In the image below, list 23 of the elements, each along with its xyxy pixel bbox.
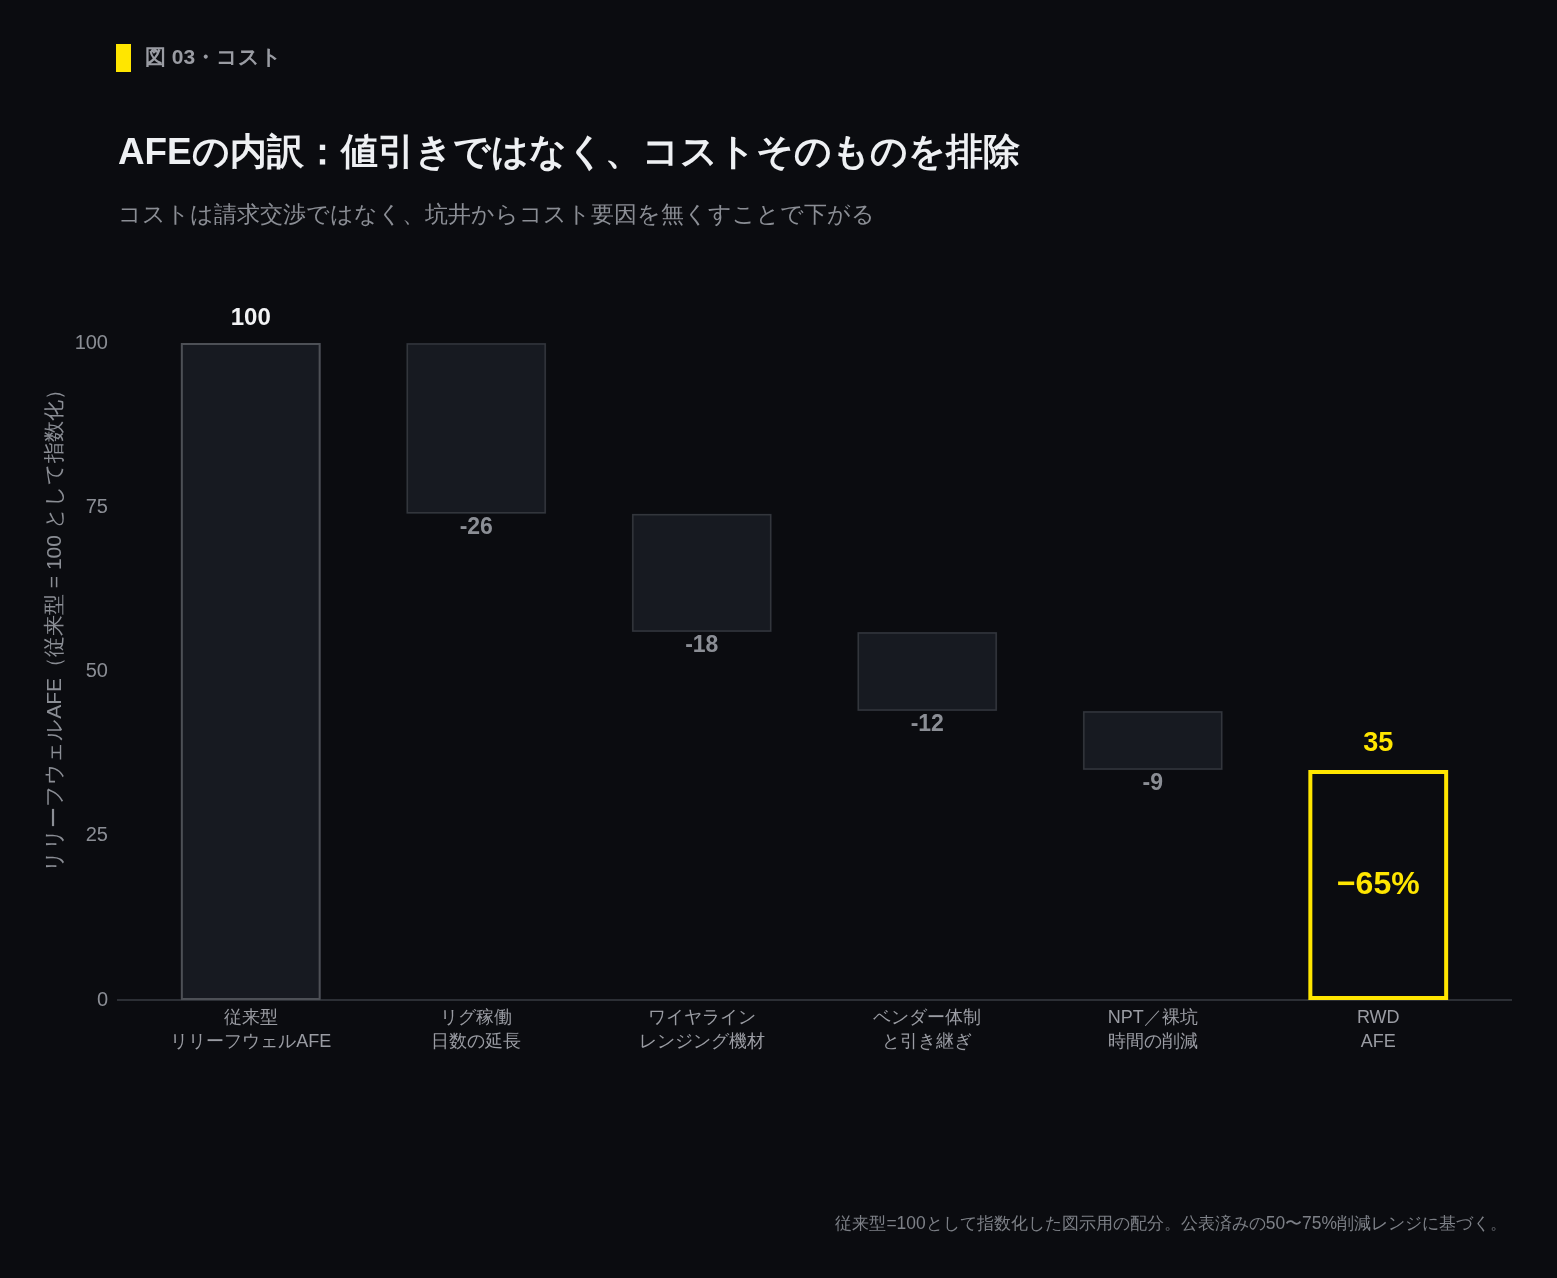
y-tick-label: 25 — [85, 823, 108, 846]
x-tick-label: 従来型リリーフウェルAFE — [170, 1006, 332, 1051]
data-label: -9 — [1142, 769, 1163, 796]
y-tick-label: 100 — [74, 330, 108, 353]
chart-title: AFEの内訳：値引きではなく、コストそのものを排除 — [118, 130, 1020, 174]
caption: 図 03・コスト — [145, 44, 283, 70]
x-tick-label: NPT／裸坑時間の削減 — [1107, 1006, 1198, 1051]
y-tick-label: 75 — [85, 494, 108, 517]
x-tick-label: リグ稼働日数の延長 — [431, 1006, 522, 1051]
x-tick-label: ワイヤラインレンジング機材 — [638, 1006, 765, 1051]
data-label: -26 — [459, 513, 493, 540]
chart-subtitle: コストは請求交渉ではなく、坑井からコスト要因を無くすことで下がる — [118, 200, 875, 229]
data-label: -12 — [910, 710, 944, 737]
annotation: −65% — [1336, 864, 1420, 901]
y-axis-title: リリーフウェルAFE（従来型 = 100 として指数化） — [41, 379, 65, 872]
y-tick-label: 50 — [85, 659, 108, 682]
y-tick-label: 0 — [96, 987, 108, 1010]
text: 従来型=100として指数化した図示用の配分。公表済みの50〜75%削減レンジに基づく。 — [835, 1212, 1507, 1235]
x-tick-label: ベンダー体制と引き継ぎ — [873, 1006, 982, 1051]
data-label: 35 — [1363, 726, 1394, 757]
data-label: 100 — [230, 302, 271, 330]
data-label: -18 — [685, 631, 719, 658]
x-tick-label: RWD AFE — [1356, 1006, 1400, 1051]
